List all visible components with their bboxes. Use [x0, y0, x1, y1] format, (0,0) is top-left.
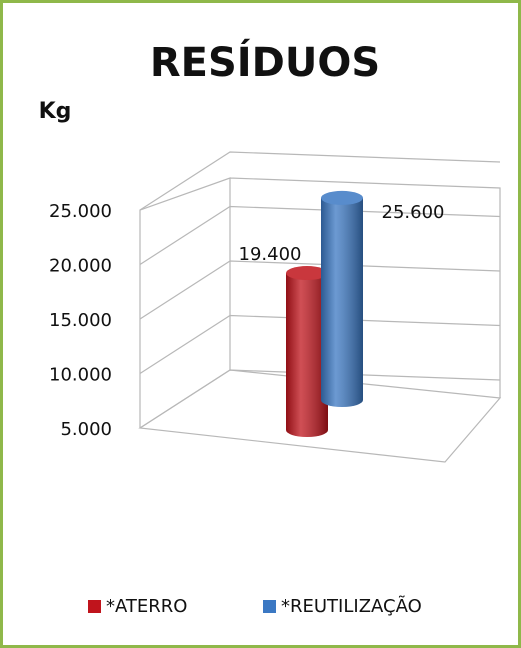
chart-title: RESÍDUOS: [150, 38, 380, 86]
y-axis-label: Kg: [39, 99, 72, 124]
legend-swatch: [88, 600, 101, 613]
y-tick-label: 10.000: [49, 365, 112, 386]
grid-line: [139, 369, 501, 429]
grid-line: [139, 260, 501, 320]
y-tick-label: 25.000: [49, 201, 112, 222]
grid-line: [139, 205, 501, 266]
cylinder-shade: [286, 273, 328, 437]
legend-label: *ATERRO: [106, 596, 187, 617]
cylinder-shade: [321, 197, 363, 407]
legend-swatch: [263, 600, 276, 613]
value-label: 25.600: [382, 202, 445, 223]
cylinder-top: [286, 266, 328, 281]
cylinder-top: [321, 190, 363, 205]
grid-line: [139, 151, 501, 211]
y-tick-label: 15.000: [49, 310, 112, 331]
cylinder-top-shade: [321, 190, 363, 205]
value-label: 19.400: [239, 244, 302, 265]
grid-line: [139, 314, 501, 375]
y-tick-label: 20.000: [49, 256, 112, 277]
legend-label: *REUTILIZAÇÃO: [281, 595, 422, 617]
cylinder-top-shade: [286, 266, 328, 281]
y-tick-label: 5.000: [60, 419, 112, 440]
